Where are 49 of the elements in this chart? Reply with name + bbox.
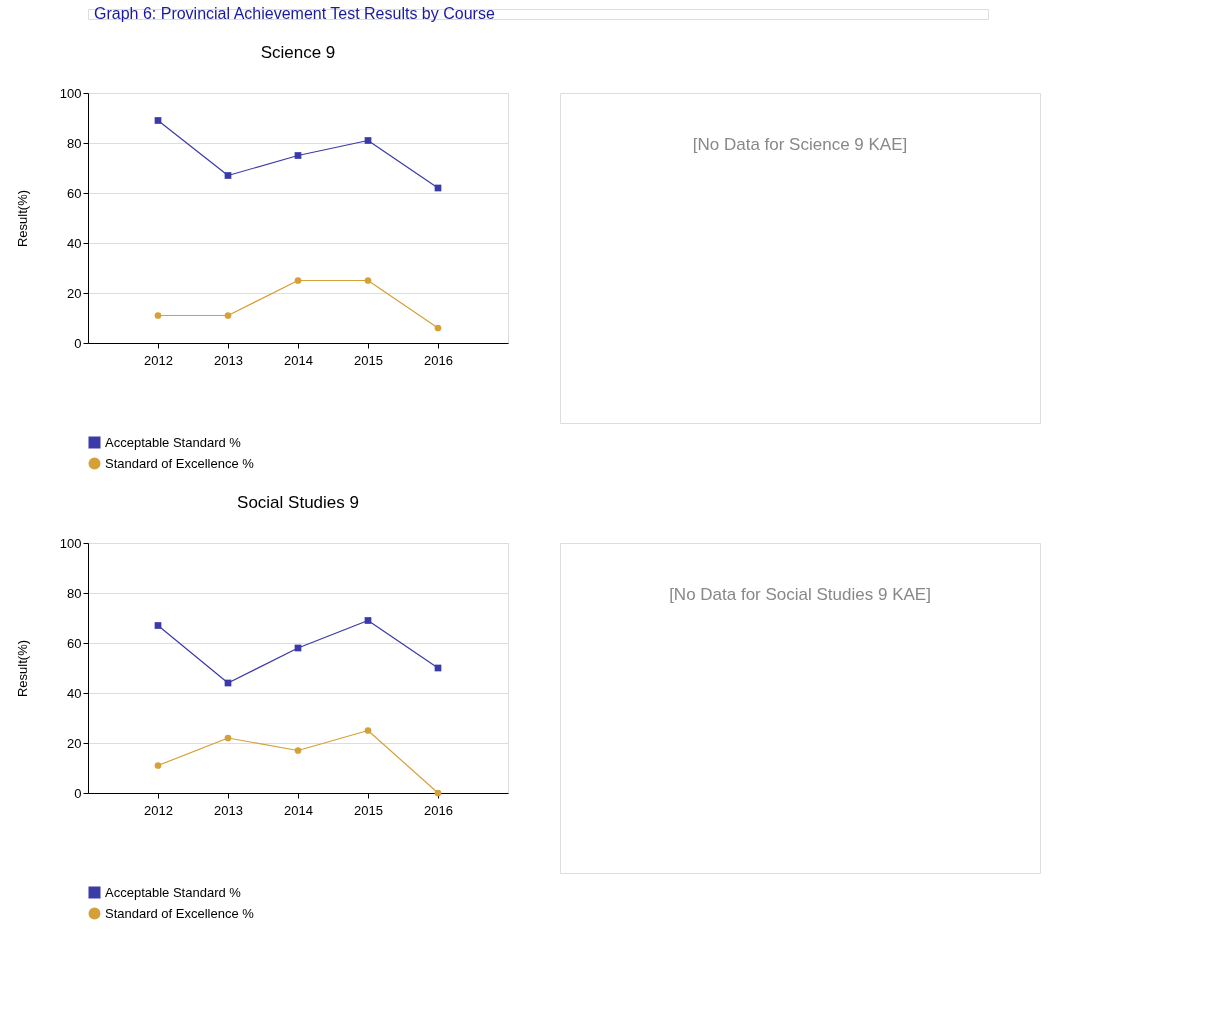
point	[434, 789, 442, 797]
point	[224, 312, 232, 319]
y-tick-label: 20	[67, 285, 82, 301]
x-tick-label: 2012	[144, 802, 173, 818]
y-tick-label: 0	[74, 335, 82, 351]
y-tick-label: 60	[67, 635, 82, 651]
point	[154, 117, 162, 124]
point	[154, 622, 162, 629]
x-tick-label: 2012	[144, 352, 173, 368]
point	[294, 277, 302, 284]
x-tick-label: 2014	[284, 352, 313, 368]
point	[294, 747, 302, 754]
x-tick-label: 2016	[424, 352, 453, 368]
legend-label: Acceptable Standard %	[105, 434, 242, 450]
point	[224, 172, 232, 179]
x-tick-label: 2015	[354, 802, 383, 818]
y-tick-label: 100	[59, 85, 82, 101]
y-tick-label: 0	[74, 785, 82, 801]
x-tick-label: 2016	[424, 802, 453, 818]
y-axis-title: Result(%)	[14, 189, 30, 248]
point	[154, 312, 162, 319]
y-tick-label: 80	[67, 585, 82, 601]
point	[294, 152, 302, 159]
chart-title: Social Studies 9	[237, 493, 359, 512]
y-tick-label: 60	[67, 185, 82, 201]
point	[154, 762, 162, 769]
legend-label: Acceptable Standard %	[105, 884, 242, 900]
y-tick-label: 80	[67, 135, 82, 151]
text: Graph 6: Provincial Achievement Test Results by Course	[94, 5, 495, 22]
legend-label: Standard of Excellence %	[105, 905, 255, 921]
point	[364, 617, 372, 624]
text: [No Data for Science 9 KAE]	[692, 135, 908, 154]
point	[364, 277, 372, 284]
y-tick-label: 40	[67, 235, 82, 251]
y-tick-label: 40	[67, 685, 82, 701]
x-tick-label: 2013	[214, 352, 243, 368]
x-tick-label: 2015	[354, 352, 383, 368]
point	[364, 727, 372, 734]
x-tick-label: 2014	[284, 802, 313, 818]
y-tick-label: 100	[59, 535, 82, 551]
y-axis-title: Result(%)	[14, 639, 30, 698]
y-tick-label: 20	[67, 735, 82, 751]
point	[364, 137, 372, 144]
legend-label: Standard of Excellence %	[105, 455, 255, 471]
point	[434, 324, 442, 332]
point	[224, 734, 232, 742]
chart-title: Science 9	[260, 43, 336, 62]
x-tick-label: 2013	[214, 802, 243, 818]
text: [No Data for Social Studies 9 KAE]	[669, 585, 931, 604]
